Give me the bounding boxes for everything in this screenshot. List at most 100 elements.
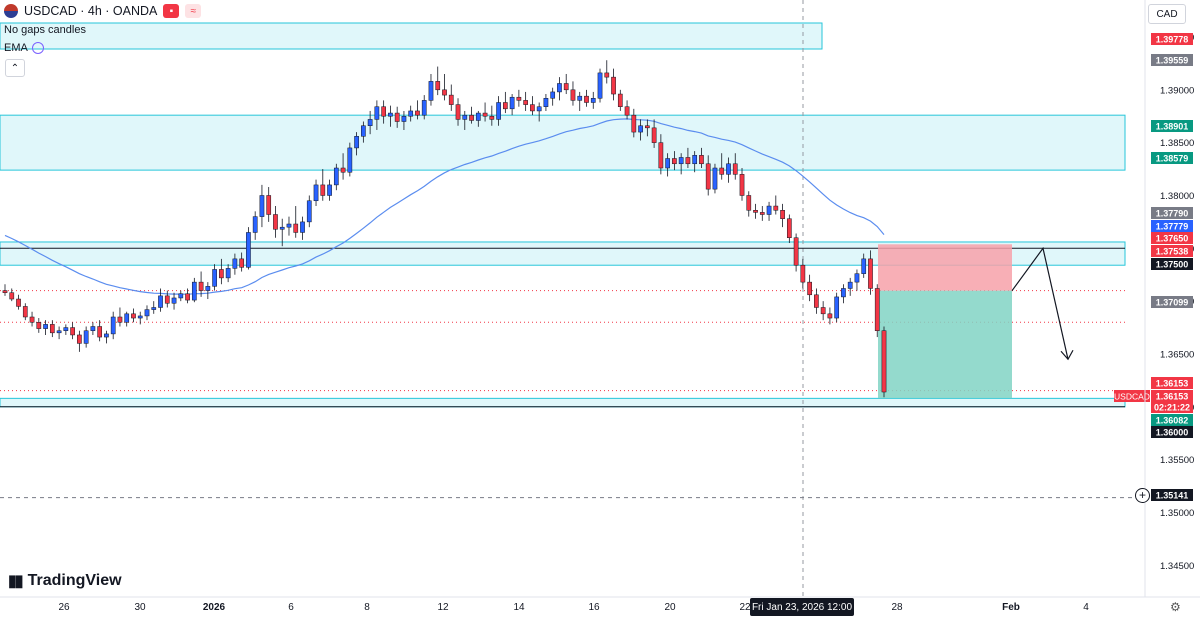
currency-button[interactable]: CAD — [1148, 4, 1186, 24]
mid-zone — [0, 241, 1126, 266]
candle-body — [753, 210, 758, 213]
indicator-ema[interactable]: EMA — [4, 42, 44, 54]
y-tick-label: 1.35500 — [1160, 455, 1194, 466]
add-alert-icon[interactable]: + — [1135, 488, 1150, 503]
candle-body — [320, 184, 326, 196]
candle-body — [205, 286, 211, 291]
candle-body — [611, 76, 616, 95]
price-label: 1.38579 — [1156, 154, 1189, 164]
y-tick-label: 1.38500 — [1160, 138, 1194, 149]
y-tick-label: 1.35000 — [1160, 508, 1194, 519]
candle-body — [435, 81, 441, 91]
candle-body — [577, 95, 583, 101]
candle-body — [584, 95, 589, 103]
price-label: 1.36153 — [1156, 392, 1189, 402]
candle-body — [361, 125, 366, 137]
price-label: 1.36153 — [1156, 379, 1189, 389]
candle-body — [482, 112, 488, 117]
candle-body — [861, 258, 867, 274]
candle-body — [401, 115, 407, 122]
candle-body — [185, 293, 190, 301]
candle-body — [300, 221, 305, 233]
projection-arrowhead — [1060, 349, 1074, 361]
candle-body — [651, 127, 657, 143]
candle-body — [131, 313, 136, 319]
candle-body — [22, 306, 28, 318]
candle-body — [293, 223, 299, 233]
x-tick-label: Feb — [1002, 602, 1020, 613]
price-label-box — [1151, 245, 1193, 257]
candle-body — [570, 89, 576, 101]
candle-body — [313, 184, 319, 202]
candle-body — [874, 288, 880, 331]
candle-body — [97, 326, 103, 338]
indicator-no-gaps[interactable]: No gaps candles — [4, 24, 86, 36]
price-label: 1.39559 — [1156, 56, 1189, 66]
candle-body — [807, 281, 812, 296]
candle-body — [374, 106, 380, 120]
candle-body — [279, 226, 285, 230]
candle-body — [394, 112, 400, 122]
x-tick-label: 2026 — [203, 602, 226, 613]
candle-body — [841, 288, 846, 298]
candle-body — [658, 142, 664, 169]
symbol-header[interactable]: USDCAD · 4h · OANDA ▪ ≈ — [4, 4, 202, 18]
candle-body — [124, 313, 130, 323]
candle-body — [705, 163, 711, 190]
ema-line — [4, 118, 885, 295]
candle-body — [29, 316, 35, 323]
candle-body — [530, 104, 535, 112]
candle-body — [624, 106, 630, 116]
candle-body — [509, 96, 515, 110]
candle-body — [36, 322, 42, 329]
price-label-box — [1151, 207, 1193, 219]
candle-body — [448, 94, 454, 105]
projection-path — [1011, 246, 1069, 360]
symbol-title[interactable]: USDCAD · 4h · OANDA — [24, 4, 158, 18]
price-label: 1.35141 — [1156, 491, 1189, 501]
x-tick-label: 8 — [364, 602, 370, 613]
candle-body — [786, 218, 792, 238]
candle-body — [421, 100, 427, 116]
price-label-box — [1151, 489, 1193, 501]
candle-body — [232, 258, 238, 269]
candle-body — [739, 174, 745, 196]
candle-body — [219, 269, 224, 279]
candle-body — [2, 290, 8, 293]
candle-body — [178, 293, 184, 299]
last-price-tag-box — [1114, 390, 1150, 402]
candle-body — [820, 307, 826, 315]
candle-body — [63, 327, 69, 331]
candle-body — [536, 106, 542, 112]
candle-body — [144, 309, 150, 317]
candle-body — [198, 281, 204, 291]
candle-body — [462, 114, 468, 120]
price-label: 1.37538 — [1156, 247, 1189, 257]
candle-body — [868, 258, 873, 289]
candle-body — [678, 157, 684, 165]
candle-body — [49, 324, 55, 334]
x-tick-label: 28 — [891, 602, 903, 613]
candle-body — [151, 307, 157, 310]
settings-gear-icon[interactable]: ⚙ — [1170, 600, 1181, 614]
ema-settings-icon[interactable] — [31, 42, 44, 54]
candle-body — [252, 216, 258, 233]
wave-indicator-icon[interactable]: ≈ — [185, 4, 202, 18]
collapse-legend-button[interactable]: ⌃ — [5, 59, 25, 77]
candle-body — [793, 237, 799, 266]
candle-body — [496, 102, 501, 120]
candle-body — [442, 89, 447, 96]
price-label-box — [1151, 120, 1193, 132]
brand-name: TradingView — [27, 572, 122, 589]
candle-body — [759, 212, 765, 215]
candle-body — [16, 298, 21, 307]
tv-logo-icon: ▮▮ — [8, 573, 24, 590]
flag-marker-icon[interactable]: ▪ — [163, 4, 180, 18]
price-label: 1.39778 — [1156, 35, 1189, 45]
ema-label: EMA — [4, 42, 28, 54]
tradingview-logo[interactable]: ▮▮ TradingView — [8, 571, 122, 591]
candle-body — [117, 316, 123, 323]
x-tick-label: 4 — [1083, 602, 1089, 613]
price-label-box — [1151, 33, 1193, 45]
